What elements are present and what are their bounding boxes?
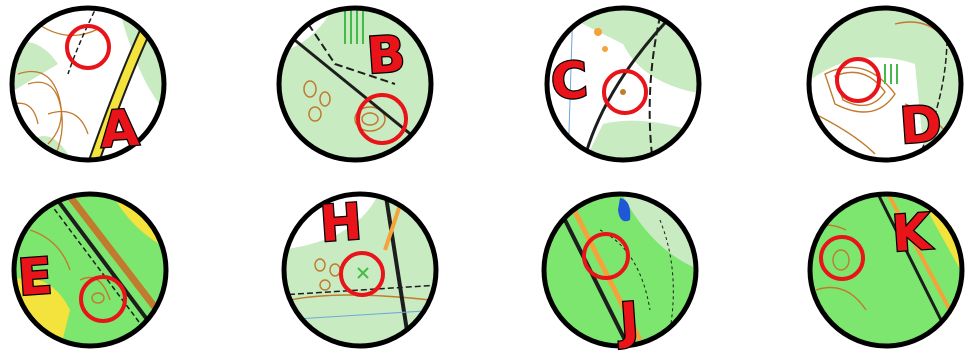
map-snippet-d <box>806 5 964 163</box>
map-panel-a: A <box>8 4 168 164</box>
panel-letter: A <box>97 97 142 160</box>
panel-letter: H <box>317 191 365 254</box>
panel-letter: B <box>364 23 409 86</box>
map-snippet-h <box>281 191 439 349</box>
map-snippet-c <box>544 5 702 163</box>
panel-letter: K <box>889 201 934 264</box>
map-snippet-e <box>11 191 169 349</box>
panel-letter: D <box>897 93 945 156</box>
panel-letter: J <box>617 290 642 351</box>
map-panel-k: K <box>806 190 966 350</box>
map-snippet-a <box>9 5 167 163</box>
map-snippet-k <box>807 191 965 349</box>
map-snippet-j <box>541 191 699 349</box>
map-panel-b: B <box>275 4 435 164</box>
map-panel-e: E <box>10 190 170 350</box>
map-panel-j: J <box>540 190 700 351</box>
map-panel-h: H <box>280 190 440 350</box>
map-snippet-b <box>276 5 434 163</box>
panel-letter: E <box>15 246 56 309</box>
panel-letter: C <box>548 50 591 113</box>
map-panel-c: C <box>543 4 703 164</box>
map-panel-d: D <box>805 4 965 164</box>
